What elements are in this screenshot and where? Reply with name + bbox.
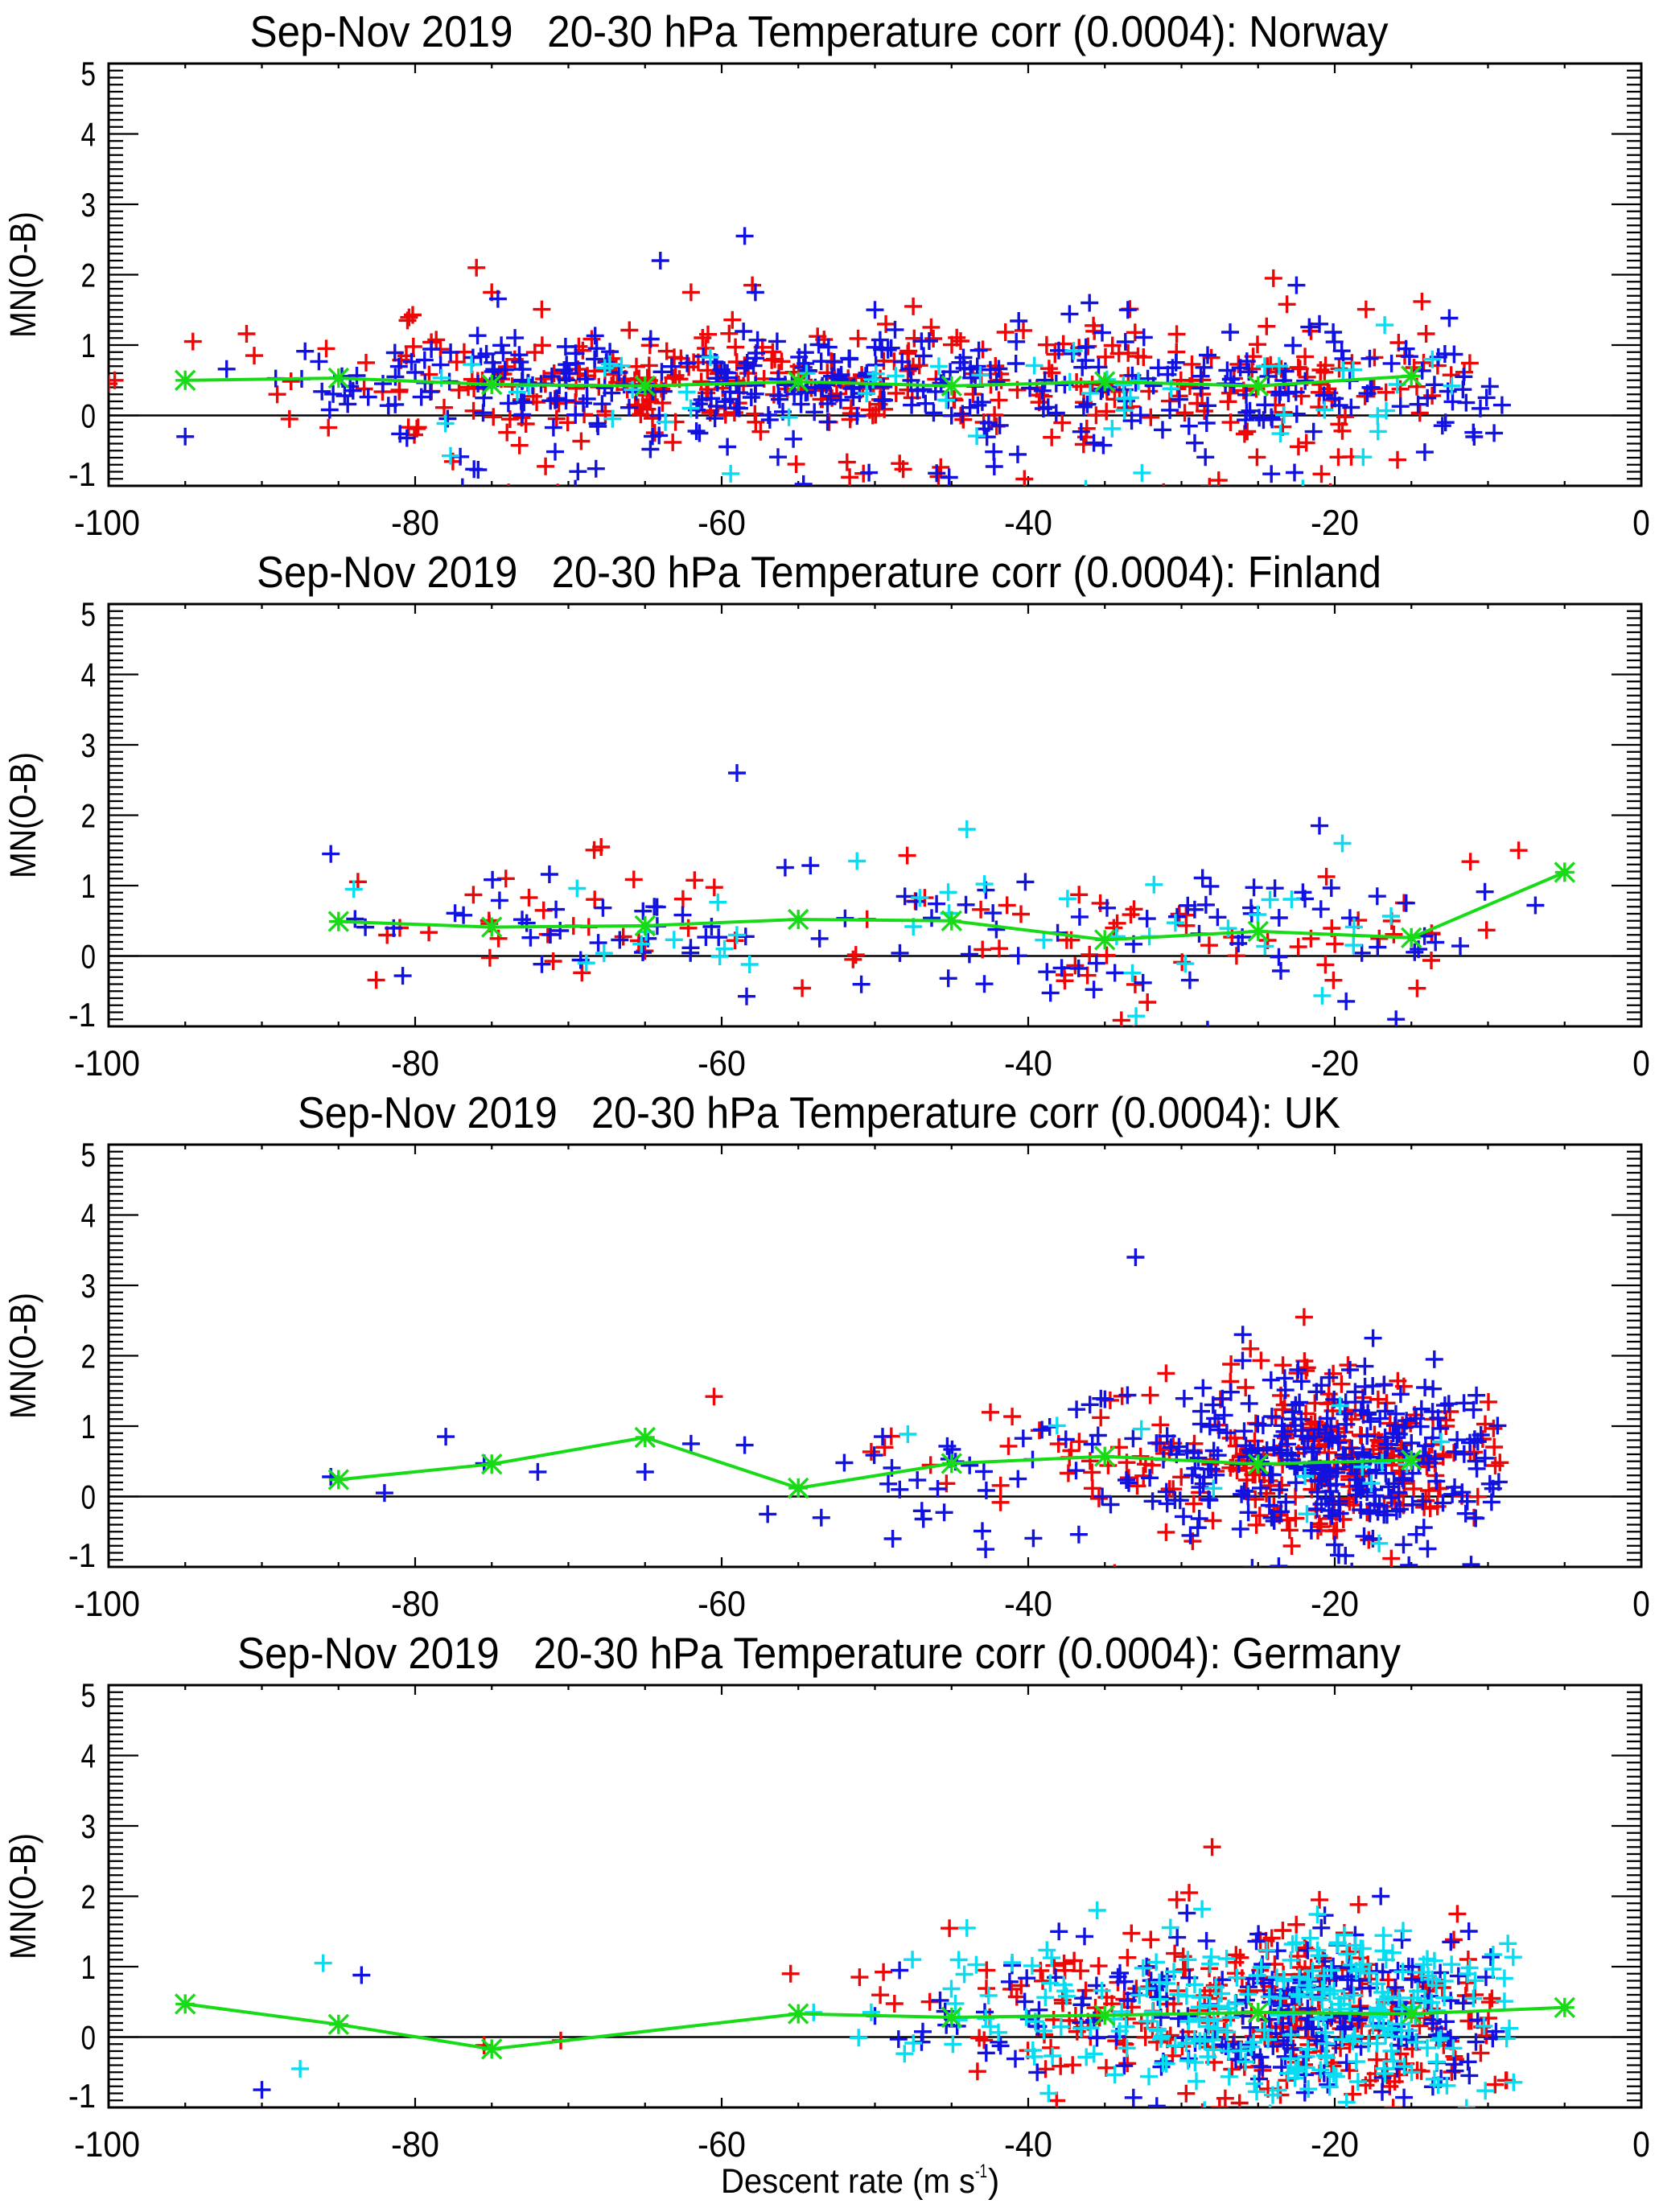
svg-text:3: 3 — [81, 726, 97, 764]
svg-text:5: 5 — [81, 1676, 97, 1714]
svg-text:1: 1 — [81, 327, 97, 364]
svg-text:Sep-Nov 2019 20-30 hPa Tempe: Sep-Nov 2019 20-30 hPa Temperature corr … — [298, 1087, 1340, 1137]
svg-text:Sep-Nov 2019 20-30 hPa Tempe: Sep-Nov 2019 20-30 hPa Temperature corr … — [237, 1628, 1401, 1678]
svg-text:3: 3 — [81, 186, 97, 224]
svg-text:5: 5 — [81, 55, 97, 93]
svg-text:): ) — [988, 2162, 999, 2201]
svg-text:3: 3 — [81, 1267, 97, 1305]
svg-text:2: 2 — [81, 797, 97, 835]
svg-text:MN(O-B): MN(O-B) — [2, 1833, 43, 1959]
svg-text:0: 0 — [1632, 504, 1650, 543]
svg-text:0: 0 — [1632, 2125, 1650, 2165]
svg-text:-60: -60 — [698, 2125, 746, 2165]
svg-text:3: 3 — [81, 1807, 97, 1845]
svg-text:-60: -60 — [698, 504, 746, 543]
svg-text:-80: -80 — [391, 504, 439, 543]
svg-text:-20: -20 — [1311, 1585, 1359, 1624]
svg-text:5: 5 — [81, 595, 97, 633]
svg-text:0: 0 — [81, 2019, 97, 2057]
svg-text:0: 0 — [81, 938, 97, 976]
svg-text:Descent rate (m s: Descent rate (m s — [721, 2162, 975, 2201]
svg-text:-1: -1 — [68, 1536, 96, 1574]
svg-text:-20: -20 — [1311, 2125, 1359, 2165]
svg-text:-40: -40 — [1004, 1585, 1052, 1624]
svg-text:-80: -80 — [391, 1585, 439, 1624]
svg-text:5: 5 — [81, 1136, 97, 1174]
svg-text:0: 0 — [81, 1478, 97, 1516]
svg-text:-100: -100 — [74, 1044, 140, 1083]
svg-text:1: 1 — [81, 1408, 97, 1445]
svg-text:4: 4 — [81, 116, 97, 154]
svg-text:-60: -60 — [698, 1585, 746, 1624]
svg-text:-1: -1 — [975, 2161, 987, 2182]
svg-text:-60: -60 — [698, 1044, 746, 1083]
svg-text:MN(O-B): MN(O-B) — [2, 1293, 43, 1419]
svg-text:2: 2 — [81, 257, 97, 294]
svg-text:4: 4 — [81, 1197, 97, 1235]
svg-text:-100: -100 — [74, 1585, 140, 1624]
svg-text:-20: -20 — [1311, 504, 1359, 543]
svg-text:-1: -1 — [68, 996, 96, 1034]
svg-text:2: 2 — [81, 1338, 97, 1375]
svg-text:-1: -1 — [68, 455, 96, 493]
svg-text:-80: -80 — [391, 2125, 439, 2165]
svg-text:Sep-Nov 2019 20-30 hPa Tempe: Sep-Nov 2019 20-30 hPa Temperature corr … — [257, 547, 1381, 597]
svg-text:-100: -100 — [74, 2125, 140, 2165]
svg-text:4: 4 — [81, 656, 97, 694]
svg-text:-40: -40 — [1004, 2125, 1052, 2165]
svg-text:-40: -40 — [1004, 504, 1052, 543]
svg-text:MN(O-B): MN(O-B) — [2, 212, 43, 338]
svg-text:1: 1 — [81, 867, 97, 905]
svg-text:Sep-Nov 2019 20-30 hPa Tempe: Sep-Nov 2019 20-30 hPa Temperature corr … — [250, 6, 1389, 56]
svg-text:0: 0 — [81, 397, 97, 435]
svg-text:2: 2 — [81, 1878, 97, 1916]
svg-text:-100: -100 — [74, 504, 140, 543]
svg-text:1: 1 — [81, 1948, 97, 1986]
svg-text:-20: -20 — [1311, 1044, 1359, 1083]
svg-text:MN(O-B): MN(O-B) — [2, 752, 43, 878]
svg-text:-1: -1 — [68, 2077, 96, 2115]
svg-text:-80: -80 — [391, 1044, 439, 1083]
svg-text:0: 0 — [1632, 1044, 1650, 1083]
svg-text:0: 0 — [1632, 1585, 1650, 1624]
svg-text:4: 4 — [81, 1737, 97, 1775]
svg-text:-40: -40 — [1004, 1044, 1052, 1083]
